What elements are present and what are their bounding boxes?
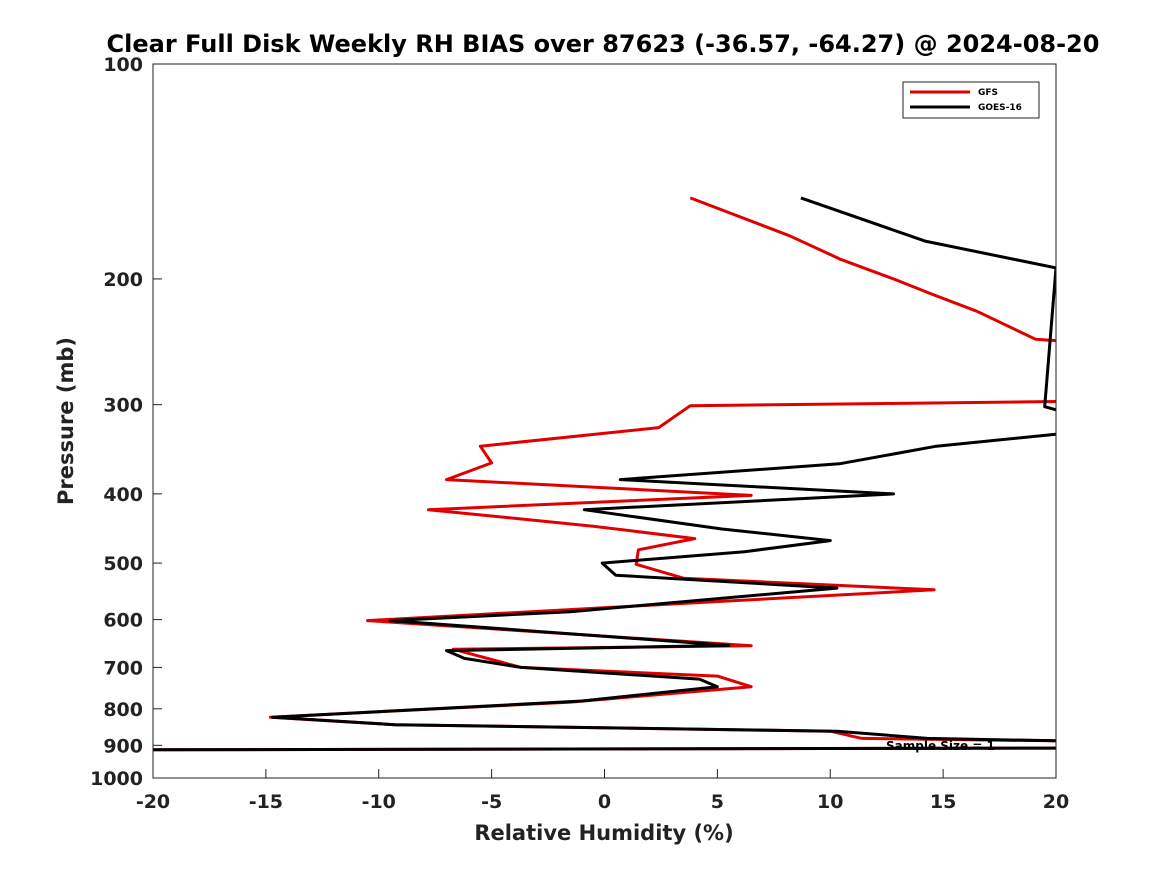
- x-tick-label: -20: [136, 791, 170, 813]
- y-axis-label: Pressure (mb): [54, 337, 78, 505]
- series-layer: [153, 196, 1056, 752]
- y-tick-label: 600: [103, 610, 143, 632]
- y-tick-label: 400: [103, 484, 143, 506]
- x-tick-label: 15: [930, 791, 956, 813]
- x-tick-label: 0: [598, 791, 611, 813]
- series-line-goes-16: [153, 746, 1056, 752]
- y-tick-label: 900: [103, 735, 143, 757]
- y-tick-label: 1000: [90, 768, 143, 790]
- y-tick-label: 300: [103, 395, 143, 417]
- legend-label: GOES-16: [978, 103, 1022, 113]
- x-axis-label: Relative Humidity (%): [474, 821, 733, 845]
- sample-size-annotation: Sample Size = 1: [886, 739, 995, 753]
- series-line-goes-16: [271, 432, 1056, 743]
- y-tick-label: 500: [103, 553, 143, 575]
- chart-title: Clear Full Disk Weekly RH BIAS over 8762…: [107, 30, 1100, 58]
- x-tick-label: 20: [1043, 791, 1069, 813]
- x-tick-label: 5: [711, 791, 724, 813]
- legend: GFS GOES-16: [902, 81, 1040, 119]
- x-axis: -20 -15 -10 -5 0 5 10 15 20: [136, 769, 1069, 813]
- x-tick-label: 10: [817, 791, 843, 813]
- y-axis: 100 200 300 400 500 600 700 800 900 1000: [90, 54, 162, 790]
- x-tick-label: -10: [362, 791, 396, 813]
- x-tick-label: -5: [481, 791, 502, 813]
- y-tick-label: 200: [103, 269, 143, 291]
- x-tick-label: -15: [249, 791, 283, 813]
- series-line-goes-16: [800, 196, 1056, 412]
- y-tick-label: 800: [103, 699, 143, 721]
- legend-label: GFS: [978, 88, 998, 98]
- y-tick-label: 700: [103, 657, 143, 679]
- legend-box: [902, 81, 1040, 119]
- y-tick-label: 100: [103, 54, 143, 76]
- series-line-gfs: [689, 196, 1056, 343]
